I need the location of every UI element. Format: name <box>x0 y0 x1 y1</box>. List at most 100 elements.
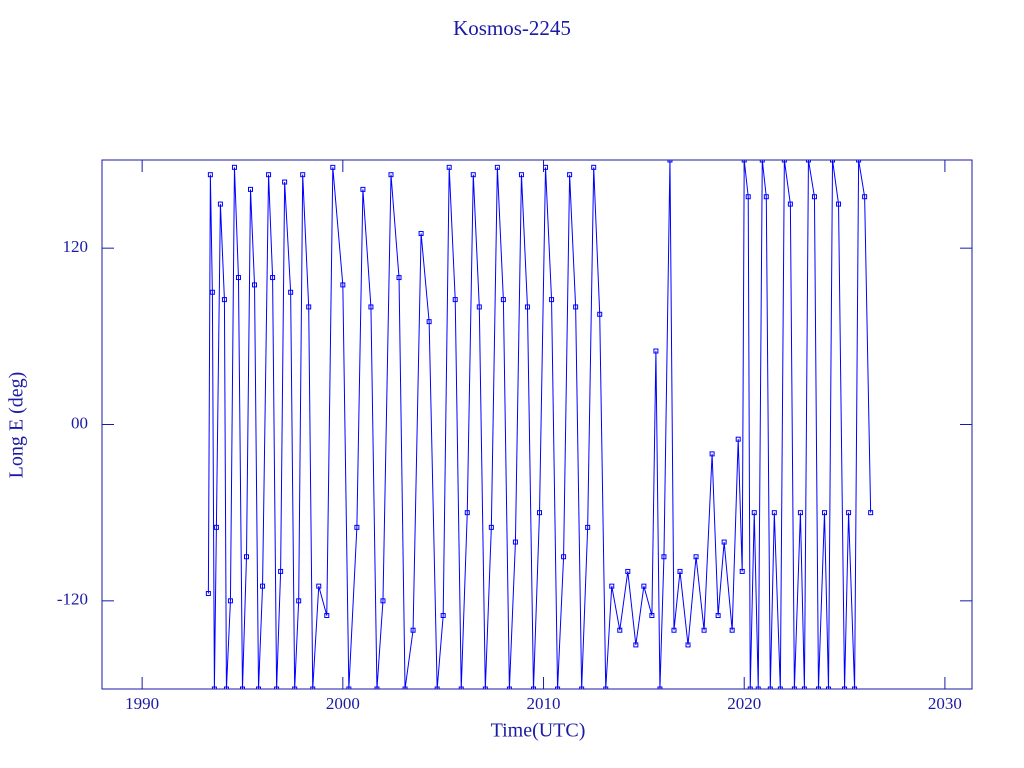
data-point <box>791 686 797 689</box>
data-point <box>506 686 512 689</box>
data-point <box>278 568 284 574</box>
y-tick-label: -120 <box>57 590 88 609</box>
data-point <box>270 275 276 281</box>
y-tick-label: 00 <box>71 413 88 432</box>
data-point <box>625 568 631 574</box>
data-point <box>759 160 765 163</box>
data-point <box>330 164 336 170</box>
data-point <box>755 686 761 689</box>
data-point <box>446 164 452 170</box>
data-point <box>805 160 811 163</box>
data-point <box>340 282 346 288</box>
x-tick-label: 1990 <box>125 694 159 713</box>
data-point <box>243 554 249 560</box>
data-point <box>641 583 647 589</box>
data-point <box>721 539 727 545</box>
data-point <box>380 598 386 604</box>
data-point <box>223 686 229 689</box>
data-point <box>396 275 402 281</box>
data-point <box>282 179 288 185</box>
data-point <box>846 510 852 516</box>
data-point <box>868 510 874 516</box>
data-point <box>360 186 366 192</box>
data-point <box>862 194 868 200</box>
data-point <box>747 686 753 689</box>
data-point <box>316 583 322 589</box>
data-point <box>715 613 721 619</box>
data-point <box>609 583 615 589</box>
data-point <box>248 186 254 192</box>
data-point <box>585 524 591 530</box>
data-point <box>440 613 446 619</box>
data-point <box>260 583 266 589</box>
data-point <box>561 554 567 560</box>
data-point <box>781 160 787 163</box>
data-point <box>524 304 530 310</box>
data-point <box>745 194 751 200</box>
data-point <box>661 554 667 560</box>
data-point <box>354 524 360 530</box>
data-point <box>777 686 783 689</box>
data-point <box>434 686 440 689</box>
x-axis-label: Time(UTC) <box>491 720 586 742</box>
data-point <box>324 613 330 619</box>
data-point <box>402 686 408 689</box>
data-point <box>657 686 663 689</box>
data-point <box>653 348 659 354</box>
data-point <box>763 194 769 200</box>
x-tick-label: 2000 <box>326 694 360 713</box>
data-point <box>591 164 597 170</box>
data-point <box>458 686 464 689</box>
data-point <box>671 627 677 633</box>
data-point <box>410 627 416 633</box>
data-point <box>549 297 555 303</box>
data-point <box>488 524 494 530</box>
data-point <box>842 686 848 689</box>
data-point <box>836 201 842 207</box>
data-point <box>555 686 561 689</box>
x-tick-label: 2020 <box>727 694 761 713</box>
data-point <box>597 311 603 317</box>
data-point <box>256 686 262 689</box>
data-point <box>292 686 298 689</box>
data-point <box>426 319 432 325</box>
plot-area <box>205 160 874 689</box>
data-point <box>235 275 241 281</box>
x-tick-label: 2010 <box>527 694 561 713</box>
y-axis-label: Long E (deg) <box>6 372 28 479</box>
data-point <box>751 510 757 516</box>
data-point <box>217 201 223 207</box>
data-point <box>213 524 219 530</box>
data-point <box>693 554 699 560</box>
data-point <box>617 627 623 633</box>
y-tick-label: 120 <box>63 237 89 256</box>
data-point <box>500 297 506 303</box>
data-point <box>856 160 862 163</box>
data-point <box>239 686 245 689</box>
data-point <box>464 510 470 516</box>
data-point <box>530 686 536 689</box>
data-point <box>826 686 832 689</box>
data-point <box>512 539 518 545</box>
data-point <box>567 172 573 178</box>
data-point <box>830 160 836 163</box>
data-point <box>633 642 639 648</box>
data-point <box>205 590 211 596</box>
data-point <box>739 568 745 574</box>
data-point <box>207 172 213 178</box>
x-tick-label: 2030 <box>928 694 962 713</box>
data-point <box>368 304 374 310</box>
data-point <box>537 510 543 516</box>
data-point <box>701 627 707 633</box>
data-point <box>667 160 673 163</box>
data-point <box>767 686 773 689</box>
data-point <box>518 172 524 178</box>
data-point <box>209 289 215 295</box>
data-point <box>677 568 683 574</box>
data-point <box>579 686 585 689</box>
data-point <box>685 642 691 648</box>
data-point <box>310 686 316 689</box>
data-point <box>821 510 827 516</box>
